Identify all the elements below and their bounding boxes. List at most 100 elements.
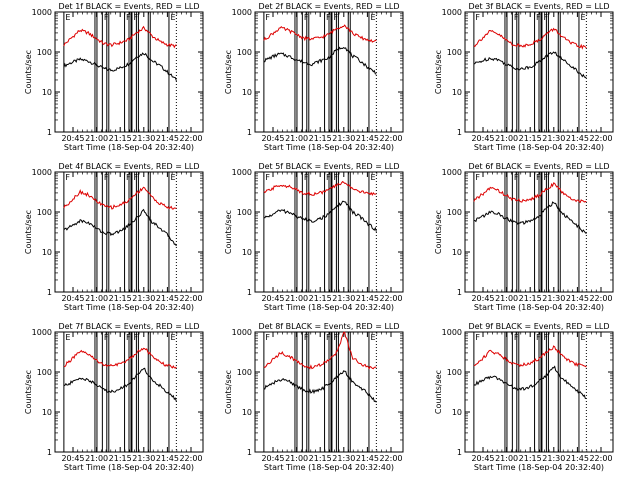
events-series-line	[473, 51, 587, 79]
x-axis-label: Start Time (18-Sep-04 20:32:40)	[474, 143, 604, 152]
y-tick-label: 1	[457, 448, 462, 457]
x-tick-label: 22:00	[589, 134, 612, 143]
marker-label: E	[170, 13, 175, 22]
marker-label: E	[65, 13, 70, 22]
y-tick-label: 10	[452, 248, 462, 257]
x-tick-label: 22:00	[379, 134, 402, 143]
y-tick-label: 100	[237, 208, 252, 217]
y-tick-label: 1000	[32, 8, 52, 17]
marker-label: E	[65, 333, 70, 342]
marker-label: F	[475, 333, 480, 342]
y-tick-label: 10	[242, 408, 252, 417]
y-tick-label: 1	[457, 288, 462, 297]
events-series-line	[263, 46, 377, 75]
marker-label: F	[265, 13, 270, 22]
y-axis-label: Counts/sec	[24, 370, 33, 414]
x-tick-label: 20:45	[61, 134, 84, 143]
y-tick-label: 1000	[442, 168, 462, 177]
y-tick-label: 1000	[442, 328, 462, 337]
panel-6: Det 6f BLACK = Events, RED = LLD 1 10 100 10…	[434, 162, 614, 312]
y-tick-label: 100	[37, 368, 52, 377]
lld-series-line	[63, 186, 177, 210]
y-axis-label: Counts/sec	[24, 50, 33, 94]
panel-2: Det 2f BLACK = Events, RED = LLD 1 10 100 10…	[224, 2, 404, 152]
events-series-line	[473, 365, 587, 400]
x-tick-label: 20:45	[261, 134, 284, 143]
y-tick-label: 1	[247, 128, 252, 137]
lld-series-line	[473, 345, 587, 368]
panel-title: Det 8f BLACK = Events, RED = LLD	[258, 322, 399, 331]
y-tick-label: 10	[42, 248, 52, 257]
panel-title: Det 2f BLACK = Events, RED = LLD	[258, 2, 399, 11]
x-tick-label: 20:45	[471, 454, 494, 463]
x-tick-label: 21:00	[495, 294, 518, 303]
panel-5: Det 5f BLACK = Events, RED = LLD 1 10 100 10…	[224, 162, 404, 312]
y-tick-label: 1	[457, 128, 462, 137]
x-tick-label: 21:30	[542, 454, 565, 463]
y-tick-label: 1000	[232, 168, 252, 177]
y-axis-label: Counts/sec	[224, 210, 233, 254]
x-tick-label: 21:00	[495, 454, 518, 463]
x-tick-label: 21:00	[285, 454, 308, 463]
marker-label: E	[580, 13, 585, 22]
x-tick-label: 21:15	[519, 134, 542, 143]
marker-label: F	[65, 173, 70, 182]
y-tick-label: 100	[37, 208, 52, 217]
x-tick-label: 21:00	[285, 134, 308, 143]
x-tick-label: 20:45	[261, 294, 284, 303]
x-tick-label: 22:00	[589, 454, 612, 463]
y-tick-label: 1	[247, 448, 252, 457]
y-tick-label: 10	[42, 88, 52, 97]
y-tick-label: 1	[247, 288, 252, 297]
x-tick-label: 20:45	[61, 294, 84, 303]
y-tick-label: 1	[47, 128, 52, 137]
panel-title: Det 9f BLACK = Events, RED = LLD	[468, 322, 609, 331]
lld-series-line	[263, 331, 377, 370]
x-axis-label: Start Time (18-Sep-04 20:32:40)	[64, 463, 194, 472]
panel-title: Det 7f BLACK = Events, RED = LLD	[58, 322, 199, 331]
x-tick-label: 21:30	[542, 134, 565, 143]
x-axis-label: Start Time (18-Sep-04 20:32:40)	[474, 463, 604, 472]
events-series-line	[263, 200, 377, 232]
y-tick-label: 1000	[32, 168, 52, 177]
x-axis-label: Start Time (18-Sep-04 20:32:40)	[264, 143, 394, 152]
panel-7: Det 7f BLACK = Events, RED = LLD 1 10 100 10…	[24, 322, 204, 472]
x-tick-label: 22:00	[179, 134, 202, 143]
y-axis-label: Counts/sec	[24, 210, 33, 254]
y-tick-label: 10	[42, 408, 52, 417]
x-tick-label: 21:15	[309, 134, 332, 143]
panel-title: Det 6f BLACK = Events, RED = LLD	[468, 162, 609, 171]
x-tick-label: 22:00	[179, 294, 202, 303]
x-tick-label: 20:45	[61, 454, 84, 463]
x-tick-label: 20:45	[471, 294, 494, 303]
x-tick-label: 21:45	[156, 454, 179, 463]
x-tick-label: 22:00	[379, 454, 402, 463]
x-tick-label: 22:00	[379, 294, 402, 303]
x-tick-label: 21:15	[109, 134, 132, 143]
x-tick-label: 21:15	[109, 294, 132, 303]
x-axis-label: Start Time (18-Sep-04 20:32:40)	[64, 303, 194, 312]
y-axis-label: Counts/sec	[434, 50, 443, 94]
panel-title: Det 1f BLACK = Events, RED = LLD	[58, 2, 199, 11]
x-tick-label: 21:30	[542, 294, 565, 303]
x-tick-label: 21:45	[156, 294, 179, 303]
panel-9: Det 9f BLACK = Events, RED = LLD 1 10 100 10…	[434, 322, 614, 472]
marker-label: F	[265, 173, 270, 182]
x-tick-label: 21:15	[519, 454, 542, 463]
x-tick-label: 21:00	[85, 454, 108, 463]
events-series-line	[263, 370, 377, 403]
y-tick-label: 100	[237, 368, 252, 377]
y-tick-label: 1000	[442, 8, 462, 17]
y-tick-label: 1	[47, 448, 52, 457]
y-axis-label: Counts/sec	[434, 370, 443, 414]
y-tick-label: 100	[447, 208, 462, 217]
y-tick-label: 1000	[232, 328, 252, 337]
y-tick-label: 100	[237, 48, 252, 57]
panel-title: Det 4f BLACK = Events, RED = LLD	[58, 162, 199, 171]
panel-4: Det 4f BLACK = Events, RED = LLD 1 10 100 10…	[24, 162, 204, 312]
x-tick-label: 21:30	[132, 454, 155, 463]
x-tick-label: 21:00	[85, 134, 108, 143]
marker-label: E	[370, 333, 375, 342]
x-tick-label: 21:45	[356, 294, 379, 303]
